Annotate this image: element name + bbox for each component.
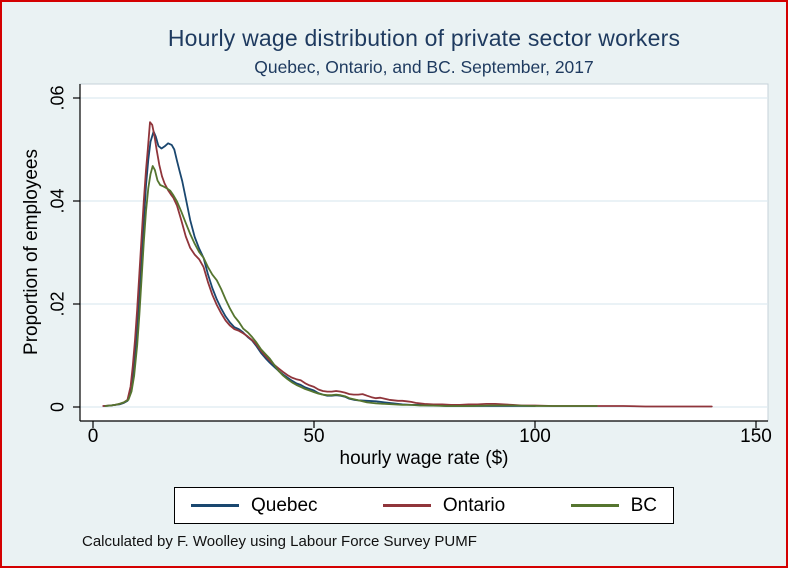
y-tick-label-04: .04 bbox=[47, 188, 68, 214]
y-tick-label-02: .02 bbox=[47, 291, 68, 317]
y-axis-title: Proportion of employees bbox=[21, 149, 42, 355]
series-line-bc bbox=[104, 165, 598, 407]
y-tick-label-0: 0 bbox=[47, 401, 68, 413]
x-tick-label-150: 150 bbox=[740, 426, 772, 447]
chart-title: Hourly wage distribution of private sect… bbox=[167, 25, 681, 51]
source-note: Calculated by F. Woolley using Labour Fo… bbox=[82, 533, 477, 550]
quebec-line-swatch bbox=[191, 504, 239, 507]
plot-region bbox=[79, 83, 769, 422]
series-line-ontario bbox=[102, 121, 713, 408]
chart-subtitle: Quebec, Ontario, and BC. September, 2017 bbox=[254, 57, 594, 77]
ontario-line-swatch bbox=[382, 504, 431, 507]
legend-label-ontario: Ontario bbox=[442, 494, 506, 516]
bc-line-swatch bbox=[570, 504, 619, 507]
legend-item-ontario: Ontario bbox=[382, 494, 506, 517]
x-tick-label-0: 0 bbox=[87, 426, 99, 447]
legend-label-quebec: Quebec bbox=[251, 494, 318, 516]
x-tick-label-100: 100 bbox=[519, 426, 551, 447]
x-axis-title: hourly wage rate ($) bbox=[339, 448, 509, 469]
series-lines bbox=[102, 121, 713, 408]
legend-label-bc: BC bbox=[630, 494, 657, 516]
tick-marks bbox=[73, 97, 757, 428]
legend-item-quebec: Quebec bbox=[191, 495, 318, 517]
legend-item-bc: BC bbox=[570, 494, 657, 517]
legend: Quebec Ontario BC bbox=[174, 487, 674, 524]
x-tick-label-50: 50 bbox=[303, 426, 325, 447]
y-tick-label-06: .06 bbox=[47, 85, 68, 111]
